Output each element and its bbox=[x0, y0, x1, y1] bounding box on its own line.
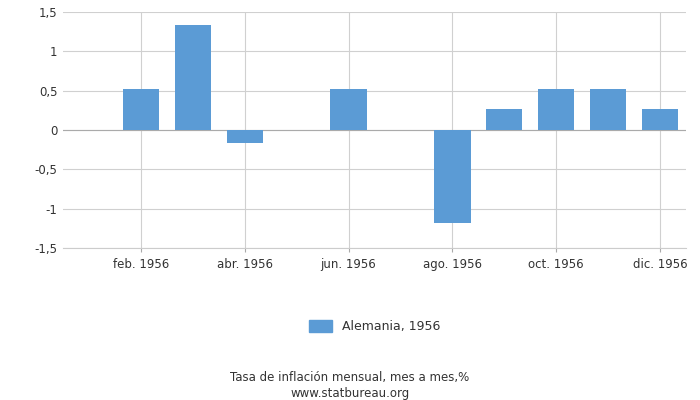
Text: www.statbureau.org: www.statbureau.org bbox=[290, 388, 410, 400]
Legend: Alemania, 1956: Alemania, 1956 bbox=[309, 320, 440, 333]
Text: Tasa de inflación mensual, mes a mes,%: Tasa de inflación mensual, mes a mes,% bbox=[230, 372, 470, 384]
Bar bbox=[434, 130, 470, 223]
Bar bbox=[122, 89, 159, 130]
Bar bbox=[538, 89, 575, 130]
Bar bbox=[227, 130, 263, 143]
Bar bbox=[174, 25, 211, 130]
Bar bbox=[590, 89, 626, 130]
Bar bbox=[486, 109, 522, 130]
Bar bbox=[330, 89, 367, 130]
Bar bbox=[642, 109, 678, 130]
